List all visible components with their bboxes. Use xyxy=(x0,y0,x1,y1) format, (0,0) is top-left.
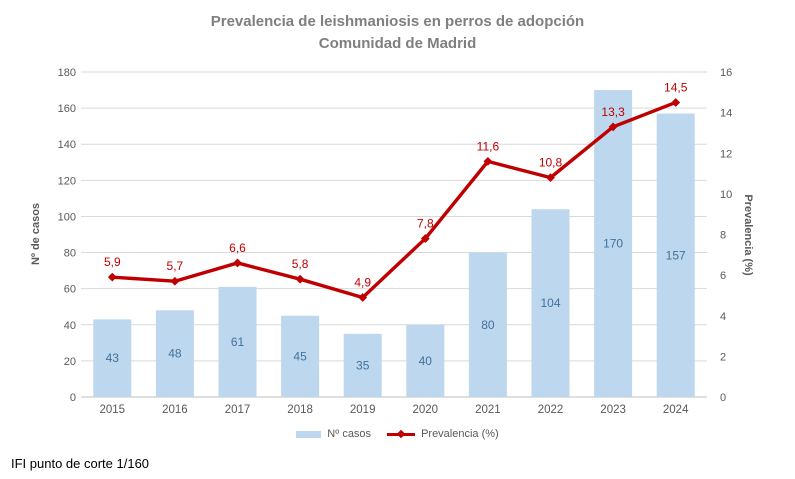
left-axis-tick-label: 40 xyxy=(64,320,76,332)
line-value-label: 11,6 xyxy=(477,139,500,153)
legend-item-cases: Nº casos xyxy=(296,428,371,440)
line-swatch-diamond xyxy=(396,429,406,439)
bar-2024 xyxy=(656,113,695,398)
x-axis-tick-label: 2021 xyxy=(475,404,501,416)
bar-2016 xyxy=(155,310,194,397)
left-axis-tick-label: 60 xyxy=(64,284,76,296)
left-axis-tick-label: 80 xyxy=(64,248,76,260)
line-value-label: 14,5 xyxy=(664,80,688,94)
bar-2018 xyxy=(281,315,320,397)
legend-label-cases: Nº casos xyxy=(327,428,372,440)
left-axis-tick-label: 160 xyxy=(58,103,76,115)
line-value-label: 5,7 xyxy=(167,259,184,273)
legend: Nº casos Prevalencia (%) xyxy=(0,428,795,440)
x-axis-tick-label: 2015 xyxy=(100,404,126,416)
right-axis-tick-label: 12 xyxy=(720,148,732,160)
bar-2015 xyxy=(93,319,132,397)
legend-item-prevalence: Prevalencia (%) xyxy=(387,428,499,440)
left-axis-tick-label: 20 xyxy=(64,356,76,368)
right-axis-tick-label: 14 xyxy=(720,108,732,120)
bar-2021 xyxy=(468,252,507,397)
line-value-label: 5,8 xyxy=(292,257,309,271)
bar-value-label: 80 xyxy=(481,318,495,332)
bar-value-label: 104 xyxy=(540,296,560,310)
chart-title-line2: Comunidad de Madrid xyxy=(318,35,477,52)
bar-2017 xyxy=(218,286,257,397)
diamond-marker xyxy=(233,258,242,268)
bar-value-label: 61 xyxy=(231,335,245,349)
x-axis-tick-label: 2016 xyxy=(162,404,188,416)
prevalence-line xyxy=(110,100,678,300)
diamond-marker xyxy=(358,293,368,302)
line-value-label: 6,6 xyxy=(229,241,246,255)
x-axis-tick-label: 2023 xyxy=(600,404,626,416)
right-axis-tick-label: 0 xyxy=(720,392,726,404)
bar-value-label: 170 xyxy=(603,237,623,251)
bar-value-label: 35 xyxy=(356,358,370,372)
x-axis-tick-label: 2019 xyxy=(350,404,376,416)
diamond-marker xyxy=(483,156,493,166)
right-axis-tick-label: 10 xyxy=(720,189,732,201)
left-axis-tick-label: 120 xyxy=(58,175,76,187)
x-axis-tick-label: 2017 xyxy=(225,404,251,416)
diamond-marker xyxy=(295,274,305,284)
bar-value-label: 40 xyxy=(419,354,433,368)
bar-2023 xyxy=(594,90,633,398)
right-axis-tick-label: 2 xyxy=(720,351,726,363)
bar-2019 xyxy=(343,333,382,397)
diamond-marker xyxy=(671,98,681,107)
x-axis-tick-label: 2020 xyxy=(413,404,439,416)
diamond-marker xyxy=(420,234,430,243)
left-axis-tick-label: 100 xyxy=(58,211,76,223)
right-axis-tick-label: 6 xyxy=(720,270,726,282)
chart-title: Prevalencia de leishmaniosis en perros d… xyxy=(0,11,795,55)
diamond-marker xyxy=(170,276,180,286)
line-value-label: 7,8 xyxy=(417,217,434,231)
bar-value-label: 43 xyxy=(106,351,120,365)
diamond-marker xyxy=(107,272,117,282)
line-value-label: 5,9 xyxy=(104,255,121,269)
x-axis-tick-label: 2018 xyxy=(287,404,313,416)
line-value-label: 13,3 xyxy=(601,105,625,119)
bar-value-label: 48 xyxy=(168,347,182,361)
diamond-marker xyxy=(546,173,555,183)
right-axis-title: Prevalencia (%) xyxy=(742,194,754,276)
footer-note: IFI punto de corte 1/160 xyxy=(11,456,150,471)
left-axis-tick-label: 0 xyxy=(70,392,76,404)
diamond-marker xyxy=(608,122,618,132)
x-axis-tick-label: 2024 xyxy=(663,404,689,416)
bar-value-label: 157 xyxy=(666,248,686,262)
left-axis-title: Nº de casos xyxy=(30,202,42,266)
left-axis-tick-label: 140 xyxy=(58,139,76,151)
bar-2022 xyxy=(531,209,570,397)
line-diamond-icon xyxy=(387,429,416,439)
bar-2020 xyxy=(406,324,445,397)
left-axis-tick-label: 180 xyxy=(58,67,76,79)
bar-swatch-icon xyxy=(296,430,322,438)
bar-value-label: 45 xyxy=(293,349,307,363)
chart-title-line1: Prevalencia de leishmaniosis en perros d… xyxy=(210,13,585,30)
line-value-label: 4,9 xyxy=(354,275,371,289)
line-value-label: 10,8 xyxy=(539,156,563,170)
legend-label-prevalence: Prevalencia (%) xyxy=(421,428,499,440)
right-axis-tick-label: 16 xyxy=(720,67,732,79)
right-axis-tick-label: 4 xyxy=(720,311,726,323)
x-axis-tick-label: 2022 xyxy=(538,404,564,416)
right-axis-tick-label: 8 xyxy=(720,230,726,242)
